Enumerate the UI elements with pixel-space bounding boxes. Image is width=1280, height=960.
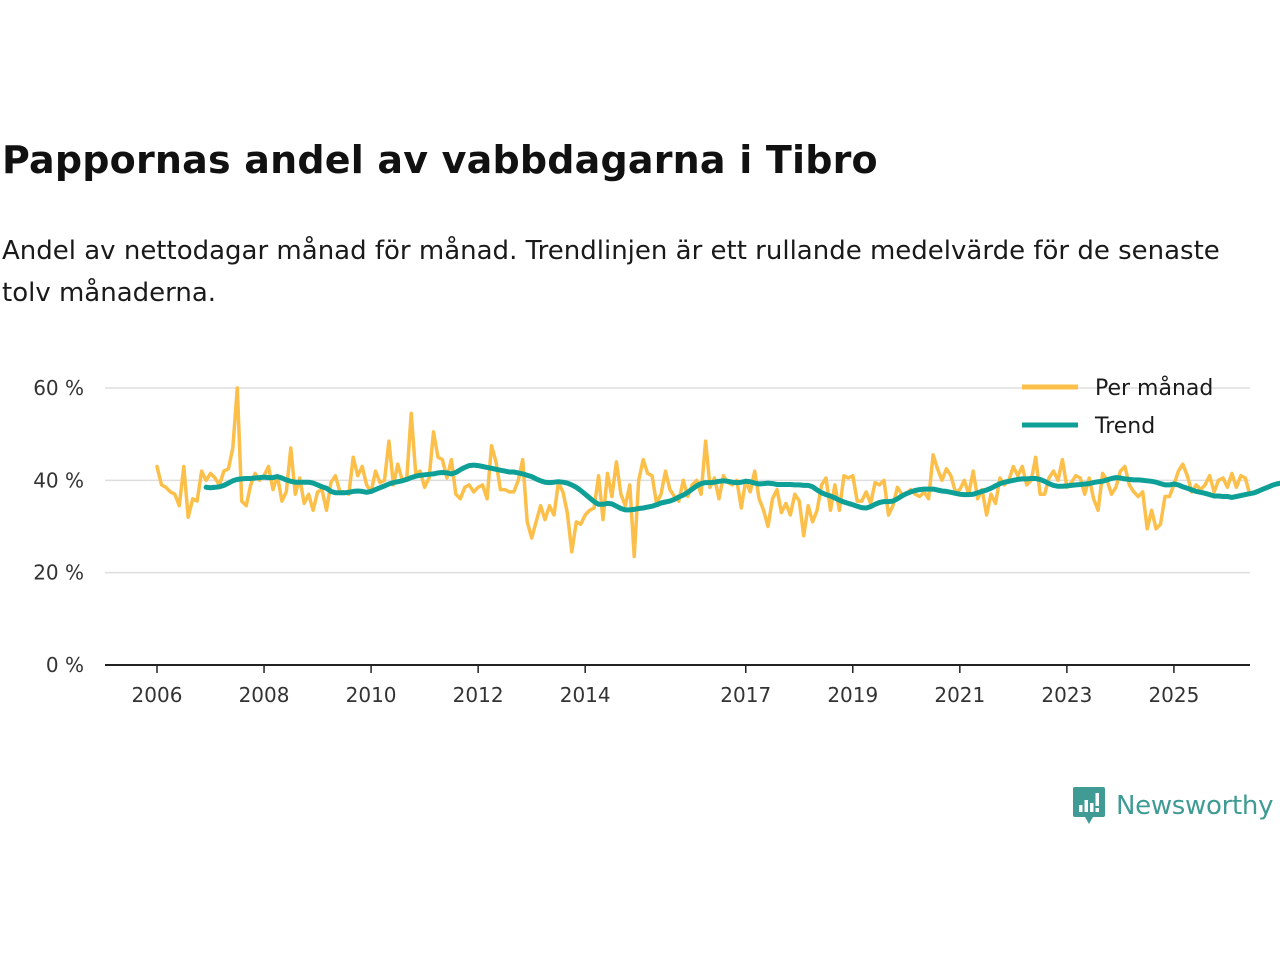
series-line-per-manad	[155, 386, 1252, 559]
x-tick-label: 2019	[827, 683, 878, 707]
series-lines	[155, 386, 1280, 559]
brand-name: Newsworthy	[1116, 791, 1274, 821]
x-tick-label: 2021	[934, 683, 985, 707]
chart-title: Pappornas andel av vabbdagarna i Tibro	[2, 138, 878, 182]
x-tick-label: 2010	[346, 683, 397, 707]
x-tick-label: 2012	[453, 683, 504, 707]
x-axis: 2006 2008 2010 2012 2014 2017 2019 2021 2023 2025	[105, 664, 1250, 707]
newsworthy-logo: Newsworthy	[1072, 786, 1273, 826]
x-tick-label: 2014	[560, 683, 611, 707]
y-tick-label: 60 %	[33, 376, 84, 400]
x-tick-label: 2025	[1148, 683, 1199, 707]
legend: Per månad Trend	[1022, 375, 1213, 439]
legend-label-per-manad: Per månad	[1095, 375, 1213, 401]
bar-chart-bubble-icon	[1073, 787, 1105, 824]
series-line-trend	[203, 462, 1280, 513]
chart-subtitle: Andel av nettodagar månad för månad. Tre…	[2, 236, 1220, 308]
y-tick-label: 0 %	[46, 653, 84, 677]
legend-label-trend: Trend	[1094, 414, 1155, 439]
x-tick-label: 2008	[239, 683, 290, 707]
y-tick-label: 40 %	[33, 468, 84, 492]
x-tick-label: 2006	[132, 683, 183, 707]
x-tick-label: 2023	[1041, 683, 1092, 707]
x-tick-label: 2017	[720, 683, 771, 707]
y-axis-labels: 0 % 20 % 40 % 60 %	[33, 376, 84, 677]
y-tick-label: 20 %	[33, 561, 84, 585]
